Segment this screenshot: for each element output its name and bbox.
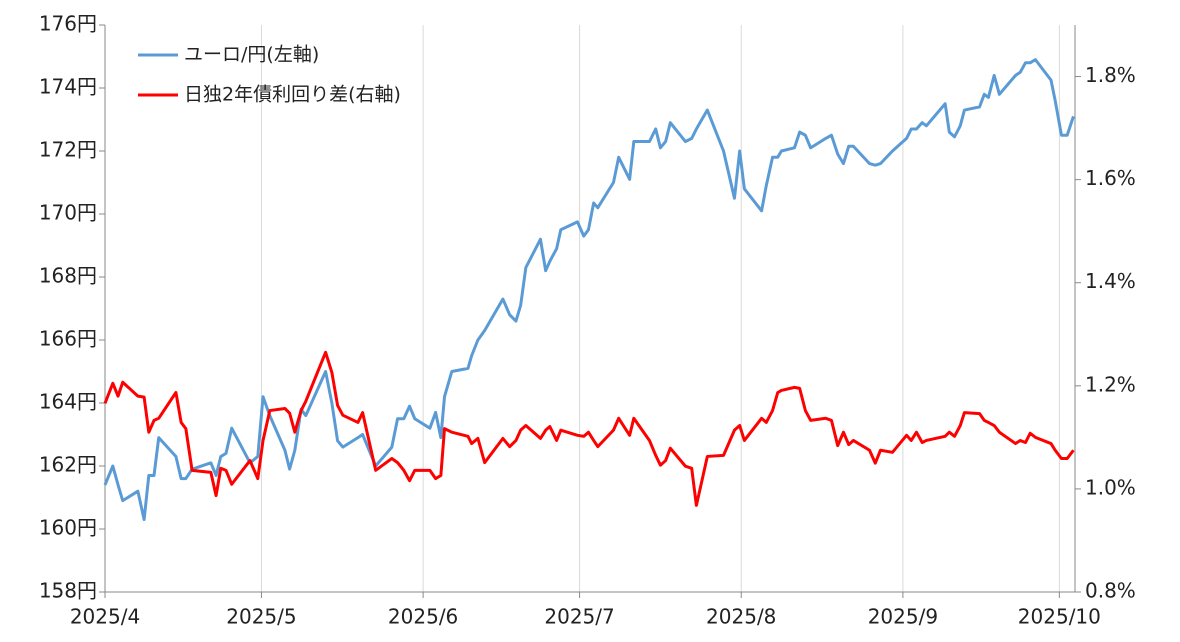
- y-tick-label: 166円: [39, 327, 97, 351]
- series-line: [103, 350, 1075, 507]
- y2-tick-label: 1.0%: [1085, 475, 1136, 499]
- x-tick-label: 2025/10: [1018, 605, 1101, 629]
- y2-tick-label: 1.6%: [1085, 166, 1136, 190]
- legend-label: 日独2年債利回り差(右軸): [184, 84, 401, 106]
- x-tick-label: 2025/7: [544, 605, 614, 629]
- x-tick-label: 2025/6: [388, 605, 458, 629]
- y-tick-label: 172円: [39, 138, 97, 162]
- legend: ユーロ/円(左軸) 日独2年債利回り差(右軸): [138, 44, 401, 106]
- y-tick-label: 170円: [39, 201, 97, 225]
- x-tick-label: 2025/4: [70, 605, 140, 629]
- y-tick-label: 160円: [39, 516, 97, 540]
- y-tick-label: 158円: [39, 579, 97, 603]
- legend-label: ユーロ/円(左軸): [184, 44, 319, 66]
- y-tick-label: 176円: [39, 12, 97, 36]
- y-tick-label: 162円: [39, 453, 97, 477]
- y2-tick-label: 1.2%: [1085, 372, 1136, 396]
- x-tick-label: 2025/9: [868, 605, 938, 629]
- y-tick-label: 164円: [39, 390, 97, 414]
- y-tick-label: 168円: [39, 264, 97, 288]
- series-line: [103, 58, 1075, 522]
- x-tick-label: 2025/8: [706, 605, 776, 629]
- x-tick-label: 2025/5: [226, 605, 296, 629]
- y2-tick-label: 1.8%: [1085, 63, 1136, 87]
- y2-tick-label: 0.8%: [1085, 579, 1136, 603]
- y-tick-label: 174円: [39, 75, 97, 99]
- y2-tick-label: 1.4%: [1085, 269, 1136, 293]
